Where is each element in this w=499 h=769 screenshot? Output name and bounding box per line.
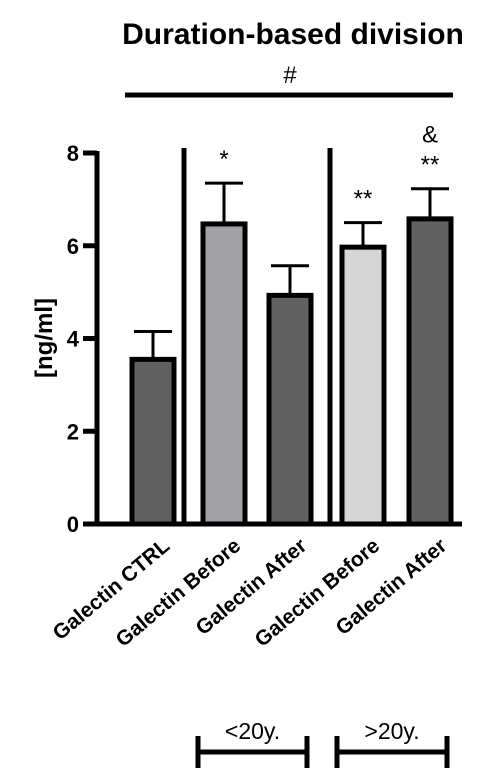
significance-marker: * xyxy=(219,146,228,173)
y-tick-label: 4 xyxy=(67,327,80,352)
y-axis-label: [ng/ml] xyxy=(31,298,58,378)
group-label: >20y. xyxy=(364,718,419,744)
y-tick-label: 2 xyxy=(67,419,79,444)
y-tick-label: 8 xyxy=(67,141,79,166)
y-tick-label: 6 xyxy=(67,234,79,259)
significance-marker-extra: & xyxy=(422,122,438,149)
bar xyxy=(200,221,248,527)
bar xyxy=(339,244,387,527)
y-tick-label: 0 xyxy=(67,512,79,537)
group-brackets: <20y. >20y. xyxy=(195,718,450,768)
bar xyxy=(129,356,177,527)
significance-marker: ** xyxy=(354,186,373,213)
group-label: <20y. xyxy=(225,718,280,744)
bar xyxy=(406,216,454,527)
bars: *****& xyxy=(129,122,454,527)
overall-significance-marker: # xyxy=(283,62,297,89)
bar xyxy=(266,292,314,527)
axes: 0 2 4 6 8 xyxy=(67,141,462,537)
category-label: Galectin CTRL xyxy=(49,534,175,645)
chart-title: Duration-based division xyxy=(122,18,464,51)
significance-marker: ** xyxy=(421,152,440,179)
category-label: Galectin Before xyxy=(251,534,385,651)
